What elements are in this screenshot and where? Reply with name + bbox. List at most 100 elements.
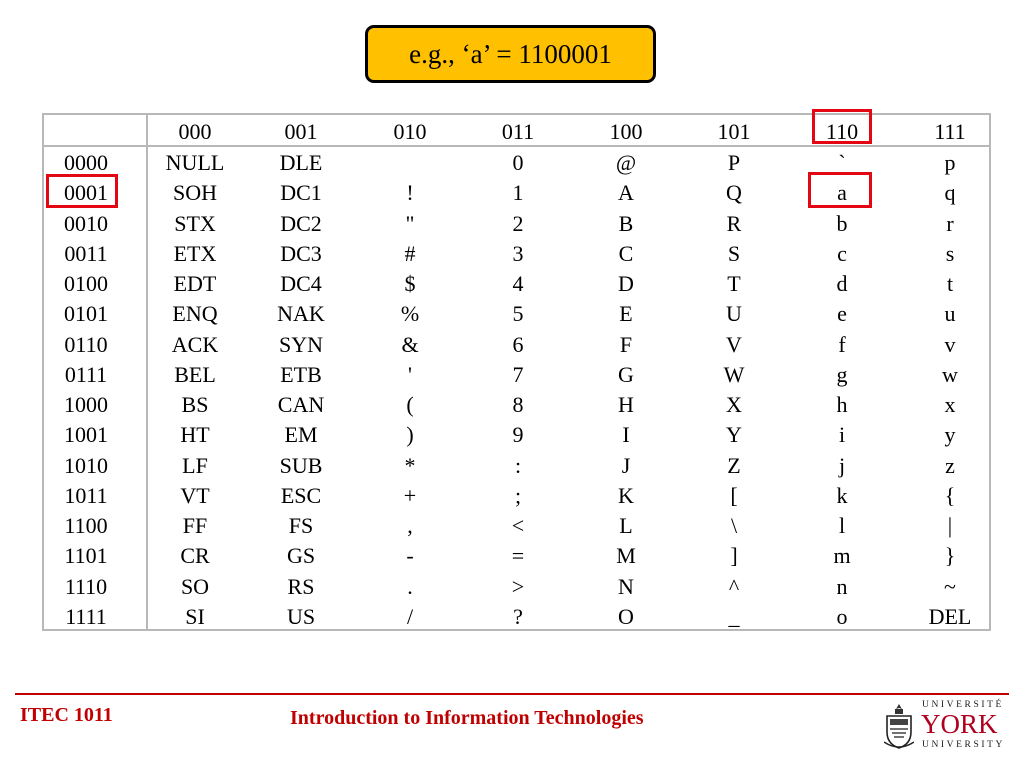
table-cell: P [727, 150, 741, 175]
row-label: 0010 [64, 210, 108, 236]
table-cell: e [837, 301, 847, 327]
table-cell: h [836, 392, 848, 417]
highlight-cell-a [808, 172, 872, 208]
table-cell: v [944, 331, 956, 357]
table-cell: CAN [277, 392, 325, 417]
table-cell: o [836, 603, 848, 629]
table-cell: NAK [277, 301, 325, 327]
table-cell: EDT [173, 271, 217, 296]
table-cell: Y [726, 422, 742, 448]
table-cell: T [727, 271, 741, 296]
table-cell: SYN [278, 331, 323, 357]
row-label: 0011 [64, 240, 108, 266]
table-cell: ESC [280, 482, 322, 508]
table-cell: RS [287, 573, 315, 599]
row-label: 1111 [65, 603, 107, 629]
table-cell: ] [730, 543, 738, 569]
table-cell: p [944, 150, 956, 175]
table-cell: W [723, 361, 745, 387]
column-header: 001 [284, 119, 318, 144]
row-label: 0001 [64, 180, 108, 206]
table-cell: - [406, 543, 414, 569]
table-cell: f [838, 331, 846, 357]
table-cell: 2 [512, 210, 524, 236]
table-cell: S [727, 240, 741, 266]
highlight-col-110 [812, 109, 872, 144]
table-cell: d [836, 271, 848, 296]
table-cell: > [511, 573, 525, 599]
course-title: Introduction to Information Technologies [290, 707, 644, 729]
table-cell: : [514, 452, 522, 478]
table-cell: Q [726, 180, 742, 206]
table-cell: GS [286, 543, 316, 569]
table-cell: / [406, 603, 414, 629]
table-cell: I [622, 422, 630, 448]
table-cell: j [838, 452, 846, 478]
table-cell: H [618, 392, 634, 417]
table-cell: u [944, 301, 956, 327]
table-cell: DC3 [280, 240, 322, 266]
table-cell: 4 [512, 271, 524, 296]
table-cell: $ [404, 271, 416, 296]
table-cell: 3 [512, 240, 524, 266]
table-cell: SI [185, 603, 205, 629]
table-cell: SUB [279, 452, 323, 478]
table-cell: = [511, 543, 525, 569]
table-cell: ETX [173, 240, 217, 266]
table-cell [365, 150, 455, 176]
table-cell: + [403, 482, 417, 508]
table-cell: } [944, 543, 956, 569]
table-cell: s [945, 240, 955, 266]
table-cell: BS [181, 392, 209, 417]
header-divider [44, 145, 989, 147]
table-cell: ? [513, 603, 523, 629]
table-cell: G [618, 361, 634, 387]
table-cell: O [618, 603, 634, 629]
table-cell: SO [180, 573, 210, 599]
table-cell: 5 [512, 301, 524, 327]
row-label: 1100 [64, 513, 108, 538]
logo-university: UNIVERSITY [922, 740, 1005, 750]
column-header: 110 [825, 119, 859, 144]
york-crest-icon [884, 704, 914, 749]
table-cell: FF [182, 513, 208, 538]
row-label: 0111 [64, 361, 108, 387]
table-cell: ( [406, 392, 414, 417]
table-cell: FS [288, 513, 314, 538]
row-label: 0000 [64, 150, 108, 175]
table-cell: N [618, 573, 634, 599]
table-cell: y [944, 422, 956, 448]
table-cell: l [838, 513, 846, 538]
table-cell: b [836, 210, 848, 236]
table-cell: R [726, 210, 742, 236]
table-cell: 6 [512, 331, 524, 357]
table-cell: | [947, 513, 953, 538]
row-label: 1001 [64, 422, 108, 448]
table-cell: V [726, 331, 742, 357]
table-cell: E [619, 301, 633, 327]
row-label: 1010 [64, 452, 108, 478]
table-cell: < [511, 513, 525, 538]
table-cell: i [838, 422, 846, 448]
table-cell: 8 [512, 392, 524, 417]
table-cell: U [726, 301, 742, 327]
table-cell: C [618, 240, 634, 266]
table-cell: ! [406, 180, 414, 206]
table-cell: 1 [512, 180, 524, 206]
table-cell: , [407, 513, 413, 538]
table-cell: n [836, 573, 848, 599]
column-header: 100 [609, 119, 643, 144]
table-cell: % [400, 301, 420, 327]
row-label: 1011 [64, 482, 108, 508]
table-cell: m [833, 543, 851, 569]
example-callout: e.g., ‘a’ = 1100001 [365, 25, 656, 83]
table-cell: { [944, 482, 956, 508]
table-cell: ) [406, 422, 414, 448]
table-cell: EM [284, 422, 318, 448]
table-cell: & [401, 331, 419, 357]
table-cell: 7 [512, 361, 524, 387]
table-cell: [ [730, 482, 738, 508]
table-cell: STX [174, 210, 216, 236]
table-cell: DC4 [280, 271, 322, 296]
table-cell: B [618, 210, 634, 236]
